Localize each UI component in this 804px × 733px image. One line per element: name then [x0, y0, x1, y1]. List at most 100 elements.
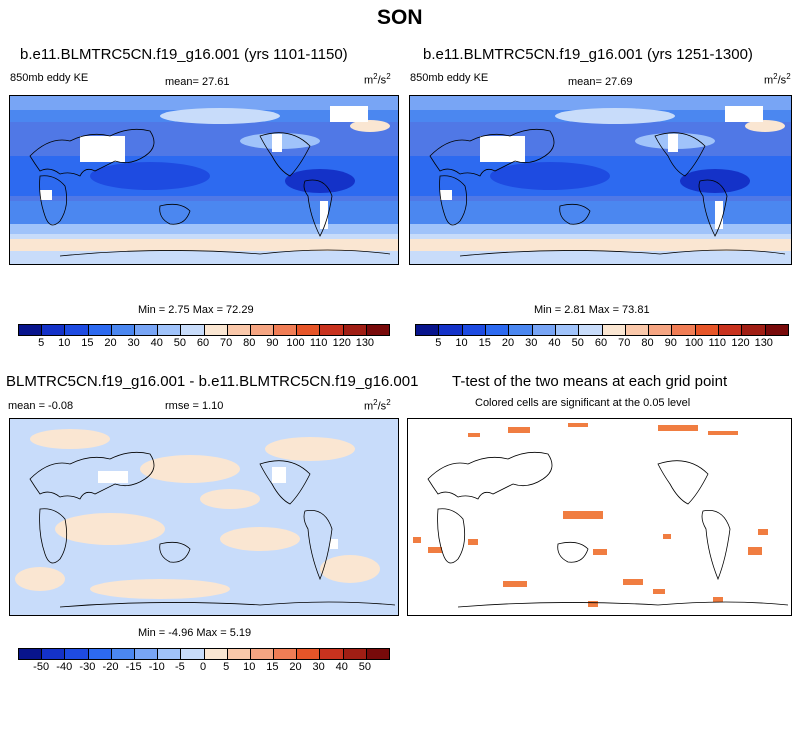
colorbar-swatch: [227, 649, 251, 659]
colorbar-swatch: [742, 325, 766, 335]
colorbar-difference-labels: -50 -40 -30 -20 -15 -10 -5 0 5 10 15 20 30 40 50: [18, 661, 388, 675]
colorbar-swatch: [111, 325, 135, 335]
colorbar-tick-label: 40: [548, 337, 561, 349]
colorbar-difference: [18, 648, 390, 660]
colorbar-tick-label: 10: [58, 337, 71, 349]
panel2-variable: 850mb eddy KE: [410, 72, 489, 84]
colorbar-swatch: [250, 325, 275, 335]
colorbar-swatch: [227, 325, 251, 335]
colorbar-swatch: [297, 649, 321, 659]
colorbar-tick-label: 110: [708, 337, 727, 349]
colorbar-swatch: [19, 649, 43, 659]
colorbar-tick-label: 5: [38, 337, 45, 349]
panel2-title: b.e11.BLMTRC5CN.f19_g16.001 (yrs 1251-13…: [423, 46, 753, 63]
colorbar-swatch: [343, 325, 367, 335]
panel4-title: T-test of the two means at each grid poi…: [452, 373, 728, 390]
figure-title: SON: [377, 6, 423, 29]
colorbar-tick-label: 5: [223, 661, 230, 673]
colorbar-tick-label: 100: [684, 337, 704, 349]
colorbar-tick-label: 100: [286, 337, 305, 349]
colorbar-tick-label: 120: [731, 337, 750, 349]
map-panel4-ttest: [407, 418, 792, 616]
colorbar-swatch: [366, 325, 389, 335]
colorbar-tick-label: 15: [81, 337, 94, 349]
colorbar-swatch: [158, 649, 182, 659]
panel1-title: b.e11.BLMTRC5CN.f19_g16.001 (yrs 1101-11…: [20, 46, 348, 63]
colorbar-swatch: [416, 325, 440, 335]
panel3-minmax: Min = -4.96 Max = 5.19: [138, 627, 252, 639]
colorbar-tick-label: 5: [435, 337, 442, 349]
colorbar-swatch: [181, 649, 205, 659]
colorbar-tick-label: 10: [455, 337, 468, 349]
colorbar-swatch: [509, 325, 533, 335]
colorbar-tick-label: 20: [289, 661, 302, 673]
colorbar-tick-label: 80: [641, 337, 654, 349]
colorbar-tick-label: 50: [358, 661, 371, 673]
colorbar-tick-label: 20: [104, 337, 117, 349]
colorbar-tick-label: 40: [335, 661, 348, 673]
colorbar-swatch: [42, 649, 66, 659]
panel4-subtitle: Colored cells are significant at the 0.0…: [475, 397, 691, 409]
colorbar-swatch: [274, 325, 298, 335]
colorbar-tick-label: -30: [79, 661, 96, 673]
colorbar-tick-label: -20: [102, 661, 119, 673]
colorbar-swatch: [65, 325, 89, 335]
colorbar-tick-label: 130: [754, 337, 773, 349]
colorbar-tick-label: 30: [525, 337, 538, 349]
colorbar-panel1: [18, 324, 390, 336]
panel3-units: m2/s2: [364, 398, 391, 413]
panel3-mean: mean = -0.08: [8, 400, 74, 412]
colorbar-tick-label: -5: [174, 661, 185, 673]
panel2-minmax: Min = 2.81 Max = 73.81: [534, 304, 650, 316]
colorbar-panel1-labels: 5 10 15 20 30 40 50 60 70 80 90 100 110 120 130: [18, 337, 388, 351]
colorbar-swatch: [765, 325, 788, 335]
colorbar-tick-label: 20: [501, 337, 515, 349]
colorbar-swatch: [625, 325, 650, 335]
colorbar-swatch: [181, 325, 205, 335]
colorbar-tick-label: 80: [243, 337, 256, 349]
colorbar-tick-label: -50: [33, 661, 50, 673]
colorbar-swatch: [158, 325, 182, 335]
colorbar-swatch: [366, 649, 389, 659]
panel3-rmse: rmse = 1.10: [165, 400, 224, 412]
colorbar-swatch: [19, 325, 43, 335]
colorbar-swatch: [672, 325, 696, 335]
colorbar-swatch: [320, 325, 344, 335]
colorbar-swatch: [343, 649, 367, 659]
colorbar-tick-label: 110: [309, 337, 328, 349]
map-panel3-difference: [9, 418, 399, 616]
colorbar-tick-label: 130: [355, 337, 375, 349]
colorbar-swatch: [602, 325, 626, 335]
colorbar-tick-label: 10: [243, 661, 256, 673]
panel1-units: m2/s2: [364, 72, 391, 87]
map-panel2: [409, 95, 792, 265]
panel2-mean: mean= 27.69: [568, 76, 633, 88]
colorbar-swatch: [485, 325, 510, 335]
colorbar-swatch: [555, 325, 580, 335]
panel1-mean: mean= 27.61: [165, 76, 230, 88]
colorbar-swatch: [695, 325, 720, 335]
colorbar-panel2: [415, 324, 789, 336]
colorbar-tick-label: 0: [199, 661, 207, 673]
colorbar-swatch: [719, 325, 743, 335]
colorbar-tick-label: 30: [312, 661, 325, 673]
colorbar-swatch: [250, 649, 275, 659]
map-panel1: [9, 95, 399, 265]
colorbar-swatch: [65, 649, 89, 659]
colorbar-swatch: [649, 325, 673, 335]
colorbar-panel2-labels: 5 10 15 20 30 40 50 60 70 80 90 100 110 120 130: [415, 337, 787, 351]
colorbar-swatch: [42, 325, 66, 335]
colorbar-tick-label: 70: [220, 337, 233, 349]
panel1-variable: 850mb eddy KE: [10, 72, 89, 84]
colorbar-tick-label: 15: [478, 337, 491, 349]
colorbar-tick-label: 120: [332, 337, 351, 349]
colorbar-swatch: [297, 325, 321, 335]
colorbar-tick-label: 50: [571, 337, 584, 349]
colorbar-swatch: [439, 325, 463, 335]
colorbar-swatch: [532, 325, 556, 335]
panel3-title: BLMTRC5CN.f19_g16.001 - b.e11.BLMTRC5CN.…: [6, 373, 419, 390]
colorbar-swatch: [204, 649, 228, 659]
colorbar-swatch: [134, 325, 159, 335]
colorbar-tick-label: 90: [266, 337, 279, 349]
colorbar-swatch: [204, 325, 228, 335]
